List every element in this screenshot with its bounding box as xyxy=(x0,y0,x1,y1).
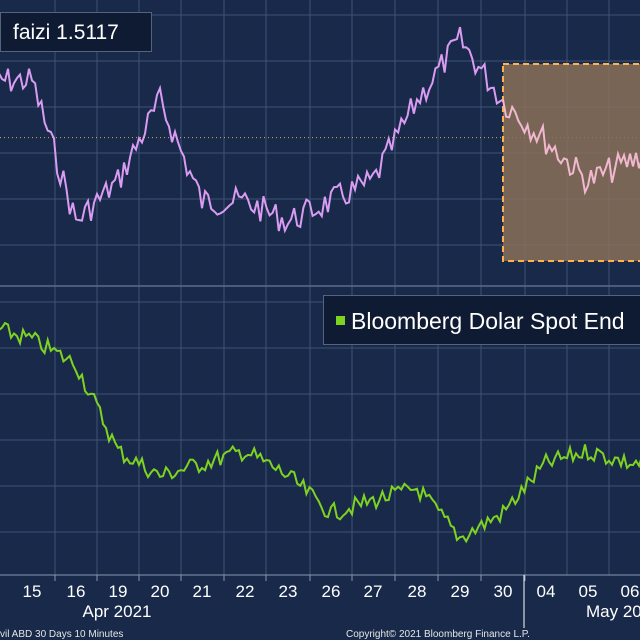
x-tick-label-21: 21 xyxy=(193,582,212,601)
month-label-may: May 20 xyxy=(586,602,640,621)
series-top-line xyxy=(0,26,504,234)
legend-bottom-swatch xyxy=(336,316,345,326)
x-tick-label-06: 06 xyxy=(621,582,640,601)
x-tick-label-26: 26 xyxy=(322,582,341,601)
x-axis-area xyxy=(0,575,640,640)
footer-copyright: Copyright© 2021 Bloomberg Finance L.P. xyxy=(346,629,530,640)
legend-bottom-label: Bloomberg Dolar Spot End xyxy=(351,308,625,334)
legend-top: faizi 1.5117 xyxy=(0,12,152,52)
x-tick-label-15: 15 xyxy=(23,582,42,601)
month-label-apr: Apr 2021 xyxy=(83,602,152,621)
x-tick-label-27: 27 xyxy=(364,582,383,601)
legend-bottom: Bloomberg Dolar Spot End xyxy=(323,295,640,345)
legend-top-label: faizi 1.5117 xyxy=(13,21,119,44)
x-tick-label-16: 16 xyxy=(67,582,86,601)
highlight-region xyxy=(502,63,640,262)
x-tick-label-20: 20 xyxy=(151,582,170,601)
series-top-line-highlighted xyxy=(502,99,640,196)
x-tick-label-28: 28 xyxy=(408,582,427,601)
x-tick-label-19: 19 xyxy=(109,582,128,601)
series-bottom-line xyxy=(0,321,640,544)
footer-left: vil ABD 30 Days 10 Minutes xyxy=(0,629,124,640)
x-tick-label-29: 29 xyxy=(451,582,470,601)
x-tick-label-04: 04 xyxy=(537,582,556,601)
x-tick-label-22: 22 xyxy=(236,582,255,601)
x-tick-label-05: 05 xyxy=(579,582,598,601)
x-tick-label-30: 30 xyxy=(494,582,513,601)
x-tick-label-23: 23 xyxy=(279,582,298,601)
